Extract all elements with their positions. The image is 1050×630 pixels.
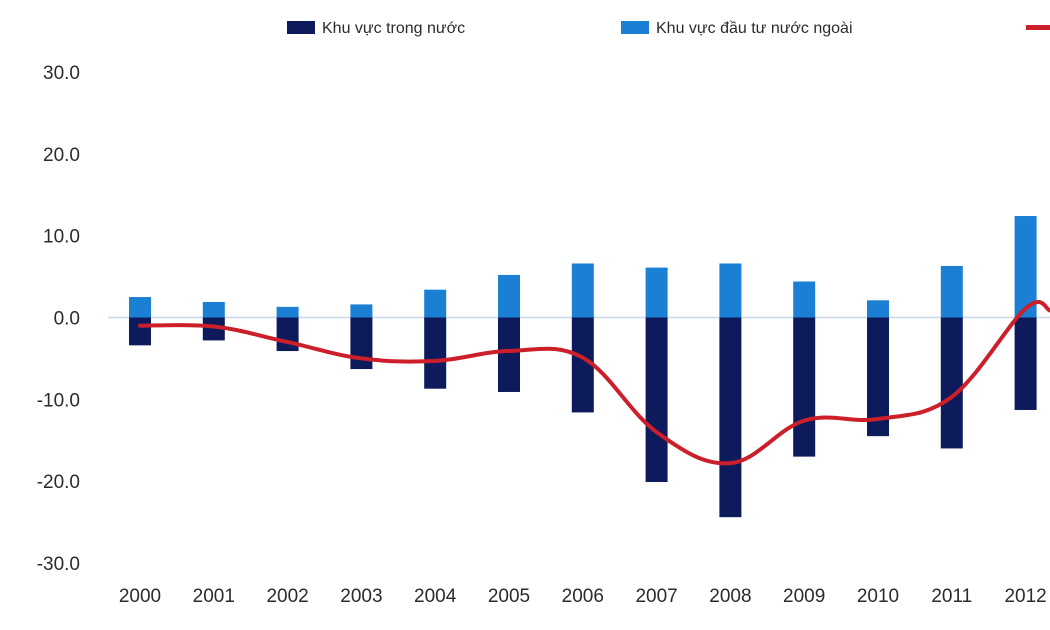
y-tick-label: -10.0 xyxy=(37,390,80,411)
y-tick-label: 10.0 xyxy=(43,227,80,248)
x-tick-label: 2004 xyxy=(414,586,457,607)
bar-foreign-2007 xyxy=(645,267,668,318)
x-tick-label: 2010 xyxy=(857,586,899,607)
legend-swatch-domestic xyxy=(287,21,315,34)
x-tick-label: 2011 xyxy=(931,586,972,607)
bar-domestic-2007 xyxy=(645,317,668,482)
bar-foreign-2008 xyxy=(719,263,742,318)
bar-domestic-2009 xyxy=(793,317,816,457)
y-tick-label: 20.0 xyxy=(43,145,80,166)
bar-domestic-2011 xyxy=(940,317,963,449)
bar-domestic-2008 xyxy=(719,317,742,518)
x-tick-label: 2003 xyxy=(340,586,382,607)
bar-domestic-2002 xyxy=(276,317,299,352)
bar-domestic-2004 xyxy=(424,317,447,389)
x-tick-label: 2000 xyxy=(119,586,161,607)
x-tick-label: 2012 xyxy=(1004,586,1046,607)
bar-foreign-2012 xyxy=(1014,216,1037,318)
bar-foreign-2001 xyxy=(202,301,225,318)
bars xyxy=(129,216,1037,518)
legend: Khu vực trong nước Khu vực đầu tư nước n… xyxy=(287,20,1050,37)
x-tick-label: 2007 xyxy=(635,586,677,607)
bar-foreign-2005 xyxy=(498,274,520,318)
line-series xyxy=(138,300,1050,466)
bar-domestic-2010 xyxy=(867,317,889,437)
bar-foreign-2000 xyxy=(129,297,151,318)
x-tick-label: 2001 xyxy=(193,586,235,607)
bar-foreign-2002 xyxy=(276,306,299,318)
y-tick-label: -20.0 xyxy=(37,472,80,493)
line-path xyxy=(138,300,1050,466)
legend-swatch-foreign xyxy=(621,21,649,34)
y-tick-label: 30.0 xyxy=(43,63,80,84)
bar-foreign-2004 xyxy=(424,289,447,318)
bar-foreign-2006 xyxy=(571,263,594,318)
bar-foreign-2003 xyxy=(350,304,373,318)
bar-foreign-2011 xyxy=(940,265,963,318)
x-axis: 2000 2001 2002 2003 2004 2005 2006 2007 2008 2009… xyxy=(119,586,1047,607)
legend-swatch-line xyxy=(1026,25,1050,30)
x-tick-label: 2008 xyxy=(709,586,751,607)
legend-label-foreign: Khu vực đầu tư nước ngoài xyxy=(656,20,853,37)
x-tick-label: 2002 xyxy=(266,586,308,607)
x-tick-label: 2009 xyxy=(783,586,825,607)
x-tick-label: 2006 xyxy=(562,586,604,607)
x-tick-label: 2005 xyxy=(488,586,530,607)
bar-domestic-2012 xyxy=(1014,317,1037,410)
bar-domestic-2000 xyxy=(129,317,151,346)
bar-foreign-2010 xyxy=(867,300,889,318)
bar-domestic-2001 xyxy=(202,317,225,341)
y-tick-label: -30.0 xyxy=(37,554,80,575)
bar-foreign-2009 xyxy=(793,281,816,318)
legend-label-domestic: Khu vực trong nước xyxy=(322,20,465,37)
bar-domestic-2006 xyxy=(571,317,594,413)
bar-domestic-2005 xyxy=(498,317,520,392)
y-axis: 30.0 20.0 10.0 0.0 -10.0 -20.0 -30.0 xyxy=(37,63,80,575)
y-tick-label: 0.0 xyxy=(54,309,80,330)
